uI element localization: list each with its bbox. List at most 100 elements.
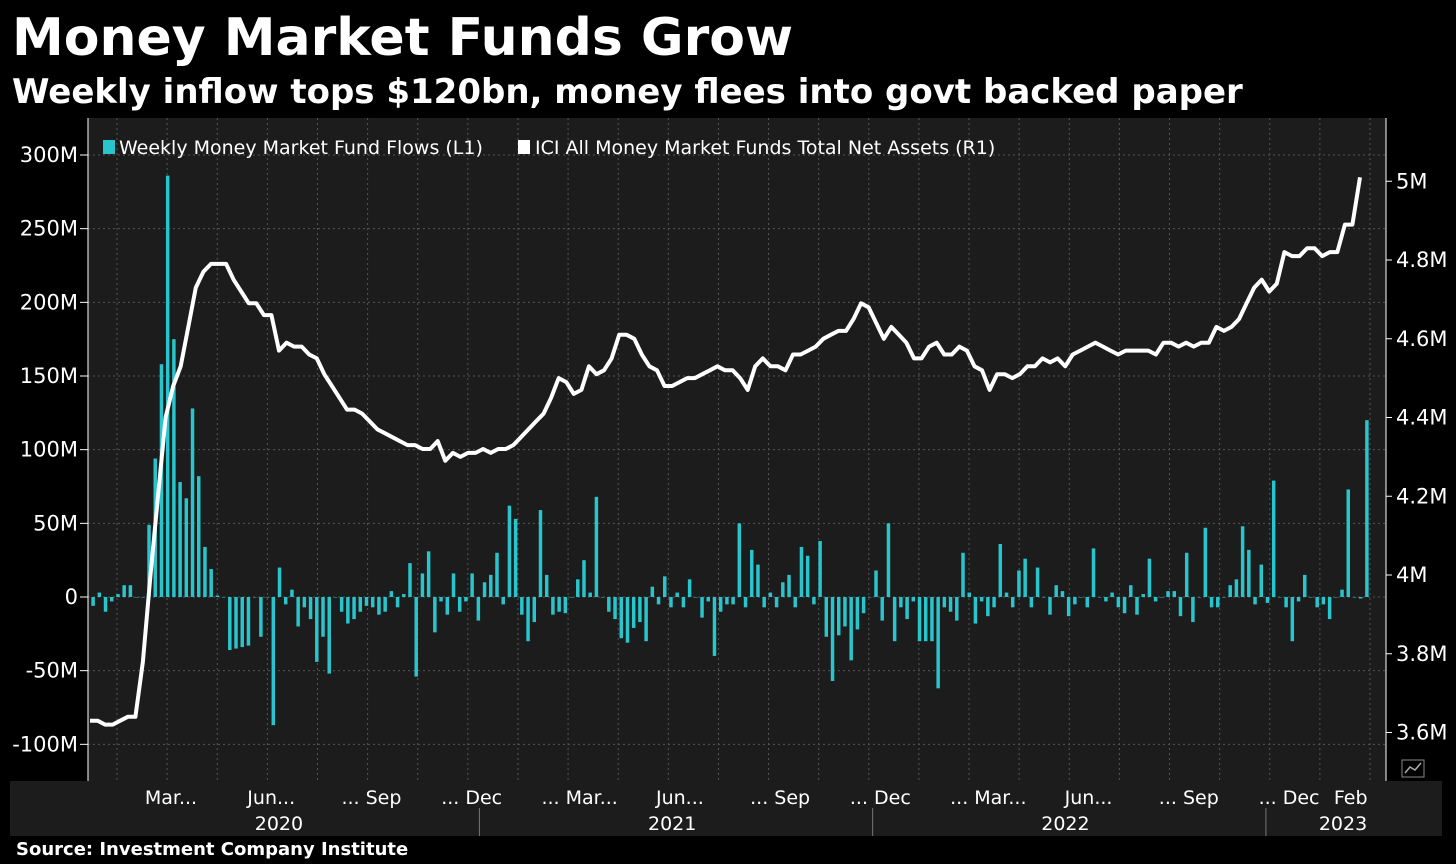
flow-bar [259,597,263,637]
flow-bar [600,597,605,598]
flow-bar [457,597,462,612]
flow-bar [370,597,375,608]
flow-bar [383,597,387,612]
flow-bar [1129,585,1133,597]
flow-bar [1153,597,1158,602]
flow-bar [1141,594,1145,597]
flow-bar [1060,591,1065,597]
flow-bar [824,597,829,637]
flow-bar [1309,597,1313,598]
flow-bar [377,597,381,615]
flow-bar [308,597,313,620]
y-left-tick-label: -100M [12,732,78,756]
y-right-tick-label: 4M [1396,563,1427,587]
flow-bar [420,573,425,597]
chart-icon[interactable] [1401,759,1425,778]
y-left-tick-label: 150M [20,364,78,388]
legend-label-assets: ICI All Money Market Funds Total Net Ass… [535,137,995,159]
flow-bar [538,510,543,597]
flow-bar [750,549,754,597]
chart-icon-glyph [1404,762,1422,774]
flow-bar [1203,527,1208,597]
flow-bar [103,597,108,612]
flow-bar [1271,480,1276,597]
x-tick-label: ... Dec [1259,787,1320,809]
flow-bar [1228,585,1232,597]
flow-bar [899,597,903,608]
y-right-tick-label: 4.4M [1396,406,1448,430]
flow-bar [892,597,897,642]
flow-bar [451,573,456,597]
flow-bar [669,597,673,608]
flow-bar [134,597,139,598]
flow-bar [433,597,437,633]
flow-bar [874,570,878,597]
flow-bar [787,574,791,597]
flow-bar [1352,597,1357,598]
flow-bar [507,505,512,597]
flow-bar [886,523,891,597]
flow-bar [1035,567,1040,597]
flow-bar [532,597,537,623]
flow-bar [234,597,238,649]
flow-bar [1017,570,1021,597]
y-right-tick-label: 4.2M [1396,484,1448,508]
flow-bar [1097,597,1102,598]
flow-bar [619,597,624,639]
flow-bar [594,496,599,597]
flow-bar [91,597,95,606]
flow-bar [1073,597,1077,605]
flow-bar [1054,585,1058,597]
flow-bar [246,597,251,646]
flow-bar [315,597,319,662]
legend-swatch-assets [518,140,530,154]
flow-bar [1191,597,1195,623]
flow-bar [184,498,189,597]
flow-bar [1240,526,1245,597]
flow-bar [861,597,866,614]
flow-bar [563,597,568,614]
flow-bar [843,597,847,627]
flow-bar [1042,597,1046,598]
x-tick-label: Feb [1334,787,1368,809]
flow-bar [774,597,779,608]
flow-bar [1209,597,1214,608]
flow-bar [681,597,686,608]
flow-bar [110,597,114,602]
flow-bar [408,563,412,597]
flow-bar [687,579,692,597]
flow-bar [1346,489,1350,597]
flow-bar [805,555,810,597]
flow-bar [663,576,667,597]
x-year-label: 2023 [1319,813,1367,835]
flow-bar [97,592,102,597]
flow-bar [221,597,226,598]
flow-bar [209,569,213,597]
flow-bar [544,574,549,597]
flow-bar [470,573,474,597]
flow-bar [339,597,344,612]
flow-bar [1110,592,1114,597]
flow-bar [961,552,965,597]
flow-bar [1079,597,1083,598]
flow-bar [1259,564,1264,597]
x-tick-label: ... Dec [850,787,911,809]
chart-subtitle: Weekly inflow tops $120bn, money flees i… [12,72,1243,112]
flow-bar [799,546,804,597]
flow-bar [675,592,679,597]
flow-bar [1066,597,1071,617]
flow-bar [768,592,773,597]
flow-bar [228,597,232,651]
flow-bar [271,597,276,726]
source-note: Source: Investment Company Institute [16,839,409,860]
flow-bar [1303,574,1307,597]
flow-bar [644,597,648,642]
flow-bar [1321,597,1326,605]
flow-bar [482,582,487,597]
x-tick-label: ... Dec [441,787,502,809]
x-tick-label: Mar... [145,787,197,809]
flow-bar [321,597,325,637]
chart-title: Money Market Funds Grow [12,8,793,68]
flow-bar [1029,597,1034,608]
